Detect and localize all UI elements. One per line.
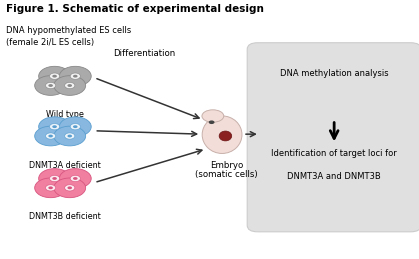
Ellipse shape — [202, 116, 242, 153]
Circle shape — [48, 135, 53, 138]
Text: (female 2i/L ES cells): (female 2i/L ES cells) — [6, 38, 94, 47]
Circle shape — [70, 175, 80, 182]
Circle shape — [48, 84, 53, 87]
Circle shape — [65, 185, 75, 191]
Circle shape — [49, 73, 59, 79]
Circle shape — [35, 76, 67, 95]
Circle shape — [59, 66, 91, 86]
Circle shape — [46, 133, 56, 139]
Circle shape — [59, 169, 91, 188]
Circle shape — [59, 117, 91, 136]
Circle shape — [35, 126, 67, 146]
Text: Figure 1. Schematic of experimental design: Figure 1. Schematic of experimental desi… — [6, 4, 264, 14]
Ellipse shape — [202, 110, 224, 122]
Circle shape — [209, 120, 215, 124]
Circle shape — [73, 125, 78, 128]
Circle shape — [46, 185, 56, 191]
Circle shape — [70, 124, 80, 130]
Circle shape — [39, 169, 70, 188]
Text: Wild type: Wild type — [46, 110, 84, 119]
Circle shape — [67, 135, 72, 138]
Text: DNA hypomethylated ES cells: DNA hypomethylated ES cells — [6, 26, 132, 35]
Text: DNMT3A and DNMT3B: DNMT3A and DNMT3B — [287, 172, 381, 182]
Circle shape — [48, 186, 53, 189]
Text: Embryo: Embryo — [210, 161, 243, 170]
Circle shape — [65, 133, 75, 139]
Circle shape — [54, 126, 85, 146]
Circle shape — [46, 82, 56, 89]
Text: DNMT3A deficient: DNMT3A deficient — [29, 161, 101, 170]
Text: (somatic cells): (somatic cells) — [195, 170, 258, 179]
Circle shape — [73, 75, 78, 78]
Circle shape — [49, 124, 59, 130]
Text: DNA methylation analysis: DNA methylation analysis — [280, 69, 388, 78]
Circle shape — [73, 177, 78, 180]
Circle shape — [67, 84, 72, 87]
Text: DNMT3B deficient: DNMT3B deficient — [29, 212, 101, 221]
Circle shape — [39, 117, 70, 136]
FancyBboxPatch shape — [247, 43, 419, 232]
Circle shape — [35, 178, 67, 198]
Text: Differentiation: Differentiation — [114, 49, 176, 57]
Circle shape — [49, 175, 59, 182]
Circle shape — [52, 125, 57, 128]
Text: Identification of target loci for: Identification of target loci for — [271, 149, 397, 158]
Ellipse shape — [219, 131, 232, 141]
Circle shape — [52, 177, 57, 180]
Circle shape — [54, 76, 85, 95]
Circle shape — [70, 73, 80, 79]
Circle shape — [52, 75, 57, 78]
Circle shape — [67, 186, 72, 189]
Circle shape — [54, 178, 85, 198]
Circle shape — [65, 82, 75, 89]
Circle shape — [39, 66, 70, 86]
